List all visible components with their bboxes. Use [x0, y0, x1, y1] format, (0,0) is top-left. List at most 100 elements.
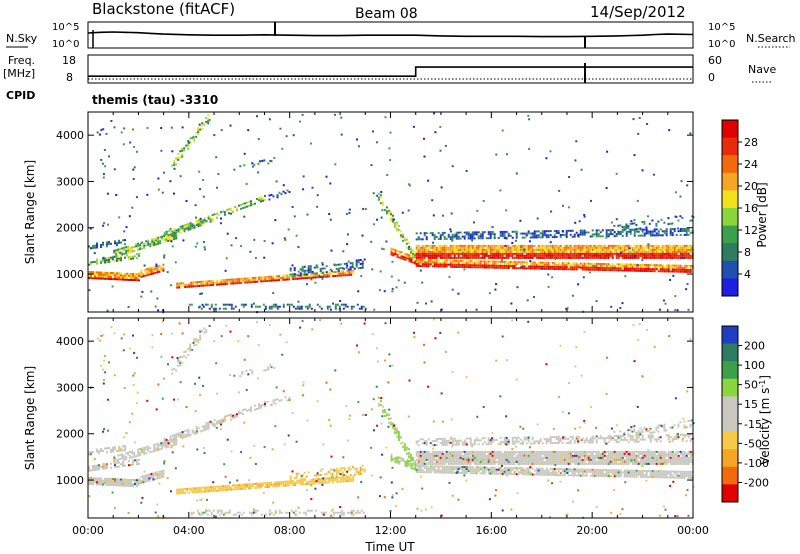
data-cell — [441, 244, 444, 247]
data-cell — [173, 230, 176, 232]
data-cell — [583, 264, 586, 267]
data-cell — [645, 264, 648, 266]
data-cell — [667, 254, 670, 257]
data-cell — [649, 268, 652, 271]
data-cell — [361, 234, 364, 237]
data-cell — [521, 246, 524, 249]
data-cell — [308, 480, 311, 483]
data-cell — [312, 478, 315, 481]
data-cell — [441, 458, 444, 461]
data-cell — [246, 483, 249, 486]
data-cell — [197, 225, 200, 228]
data-cell — [617, 269, 620, 272]
data-cell — [175, 369, 178, 372]
data-cell — [165, 240, 168, 243]
data-cell — [262, 484, 265, 487]
data-cell — [92, 247, 94, 249]
data-cell — [336, 303, 339, 306]
data-cell — [547, 273, 550, 276]
data-cell — [477, 458, 480, 461]
data-cell — [110, 450, 112, 453]
data-cell — [175, 435, 178, 438]
data-cell — [607, 254, 610, 257]
data-cell — [88, 263, 90, 266]
data-cell — [557, 462, 560, 465]
data-cell — [340, 133, 343, 136]
data-cell — [102, 256, 105, 259]
data-cell — [471, 456, 474, 459]
data-cell — [423, 456, 426, 459]
data-cell — [559, 252, 562, 255]
data-cell — [545, 230, 548, 233]
data-cell — [579, 262, 582, 265]
data-cell — [112, 256, 114, 259]
data-cell — [469, 237, 472, 240]
data-cell — [207, 118, 210, 121]
data-cell — [537, 263, 540, 266]
data-cell — [118, 278, 120, 281]
data-cell — [425, 452, 428, 455]
data-cell — [609, 254, 612, 257]
data-cell — [299, 480, 302, 483]
data-cell — [433, 248, 436, 251]
data-cell — [487, 237, 490, 240]
data-cell — [563, 264, 566, 267]
data-cell — [465, 462, 468, 465]
data-cell — [657, 220, 660, 223]
data-cell — [136, 275, 138, 278]
data-cell — [177, 358, 180, 361]
data-cell — [515, 254, 518, 257]
data-cell — [124, 243, 126, 246]
data-cell — [207, 122, 210, 125]
data-cell — [133, 145, 136, 148]
data-cell — [517, 244, 520, 247]
data-cell — [431, 462, 434, 465]
data-cell — [689, 248, 692, 251]
data-cell — [399, 436, 402, 439]
data-cell — [216, 489, 219, 492]
data-cell — [437, 254, 440, 257]
data-cell — [421, 244, 424, 247]
data-cell — [465, 254, 468, 257]
data-cell — [535, 248, 538, 251]
data-cell — [641, 248, 644, 251]
data-cell — [415, 248, 418, 251]
data-cell — [181, 435, 184, 438]
data-cell — [234, 305, 237, 308]
data-cell — [531, 248, 534, 251]
data-cell — [431, 259, 434, 262]
data-cell — [575, 246, 578, 249]
data-cell — [489, 248, 492, 251]
data-cell — [133, 166, 136, 169]
data-cell — [657, 254, 660, 257]
data-cell — [388, 147, 391, 150]
data-cell — [163, 443, 166, 446]
data-cell — [171, 372, 174, 375]
data-cell — [439, 261, 442, 264]
data-cell — [459, 450, 462, 453]
data-cell — [533, 452, 536, 455]
data-cell — [663, 266, 666, 269]
data-cell — [155, 263, 158, 266]
data-cell — [425, 232, 428, 235]
data-cell — [352, 271, 355, 274]
data-cell — [402, 460, 405, 463]
data-cell — [579, 266, 582, 269]
data-cell — [603, 254, 606, 257]
data-cell — [126, 478, 128, 481]
data-cell — [571, 450, 574, 453]
data-cell — [272, 485, 275, 488]
data-cell — [617, 450, 620, 453]
data-cell — [230, 207, 232, 210]
data-cell — [674, 215, 677, 218]
data-cell — [549, 248, 552, 251]
data-cell — [300, 307, 303, 310]
data-cell — [459, 458, 462, 461]
data-cell — [359, 469, 362, 471]
data-cell — [228, 212, 230, 215]
data-cell — [467, 250, 470, 253]
data-cell — [645, 256, 648, 259]
data-cell — [188, 303, 191, 306]
data-cell — [623, 246, 626, 249]
data-cell — [417, 250, 420, 253]
